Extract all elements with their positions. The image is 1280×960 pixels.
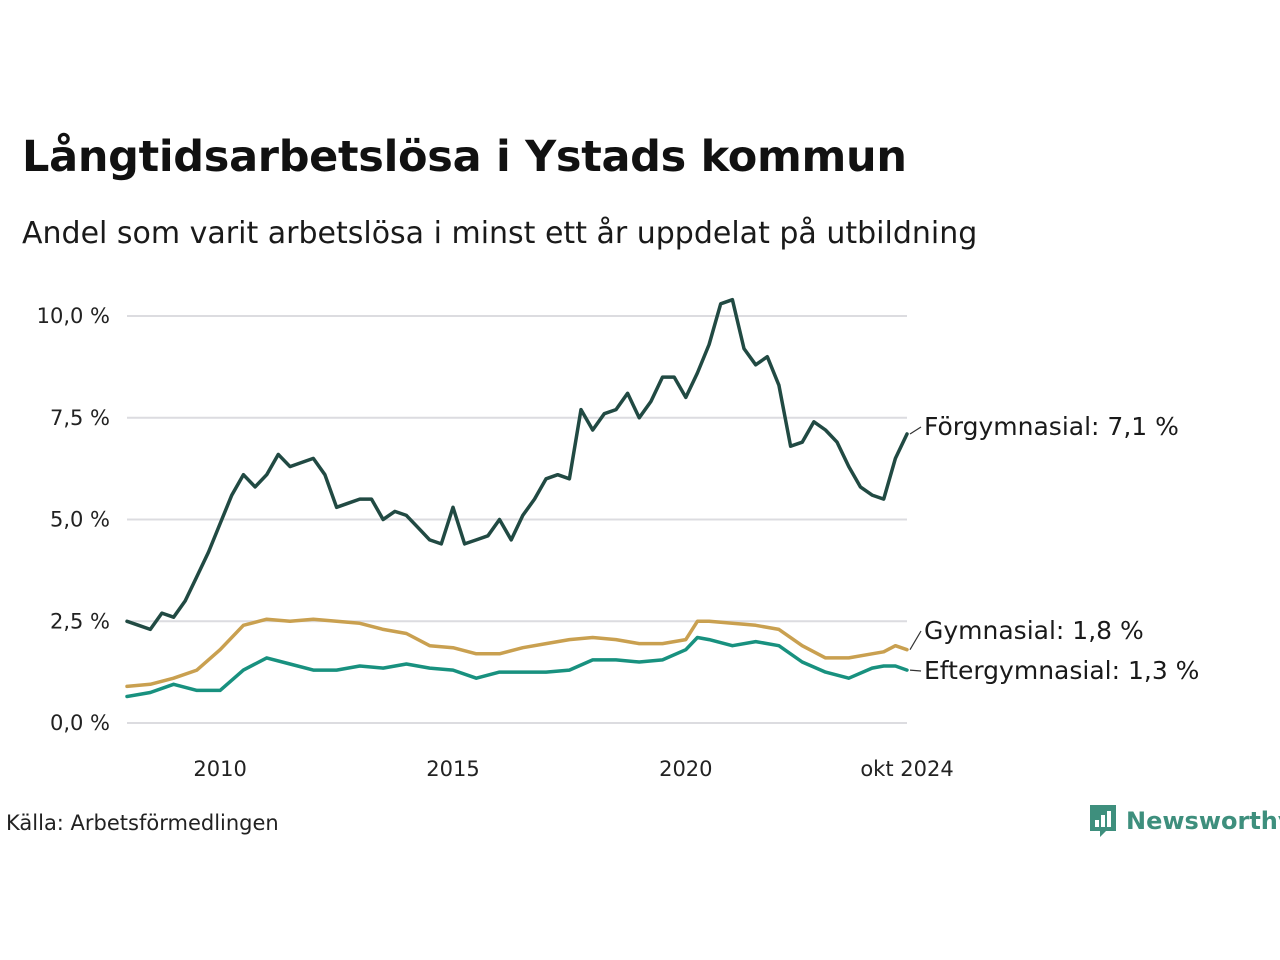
brand-name: Newsworthy — [1126, 807, 1280, 835]
x-tick-label: 2010 — [193, 757, 246, 781]
x-tick-label: 2020 — [659, 757, 712, 781]
series-lines — [125, 297, 909, 699]
series-line — [125, 297, 909, 632]
y-tick-label: 0,0 % — [50, 711, 110, 735]
x-axis: 2010 2015 2020 okt 2024 — [193, 757, 953, 781]
series-line — [125, 635, 909, 699]
y-axis: 0,0 % 2,5 % 5,0 % 7,5 % 10,0 % — [37, 304, 110, 735]
series-end-labels: Förgymnasial: 7,1 % Gymnasial: 1,8 % Efter… — [909, 412, 1199, 685]
y-tick-label: 10,0 % — [37, 304, 110, 328]
series-label: Gymnasial: 1,8 % — [924, 616, 1144, 645]
x-tick-label: 2015 — [426, 757, 479, 781]
series-line — [125, 617, 909, 689]
chart-title: Långtidsarbetslösa i Ystads kommun — [22, 132, 907, 182]
grid-lines — [127, 315, 907, 724]
brand-logo: Newsworthy — [1088, 803, 1280, 839]
y-tick-label: 5,0 % — [50, 508, 110, 532]
newsworthy-logo-icon — [1090, 805, 1116, 837]
chart-subtitle: Andel som varit arbetslösa i minst ett å… — [22, 216, 978, 251]
y-tick-label: 2,5 % — [50, 609, 110, 633]
label-leader — [909, 630, 922, 651]
series-label: Förgymnasial: 7,1 % — [924, 412, 1179, 441]
y-tick-label: 7,5 % — [50, 406, 110, 430]
series-label: Eftergymnasial: 1,3 % — [924, 656, 1199, 685]
source-note: Källa: Arbetsförmedlingen — [6, 811, 279, 835]
label-leader — [909, 426, 922, 435]
label-leader — [909, 669, 922, 672]
x-tick-label: okt 2024 — [860, 757, 953, 781]
